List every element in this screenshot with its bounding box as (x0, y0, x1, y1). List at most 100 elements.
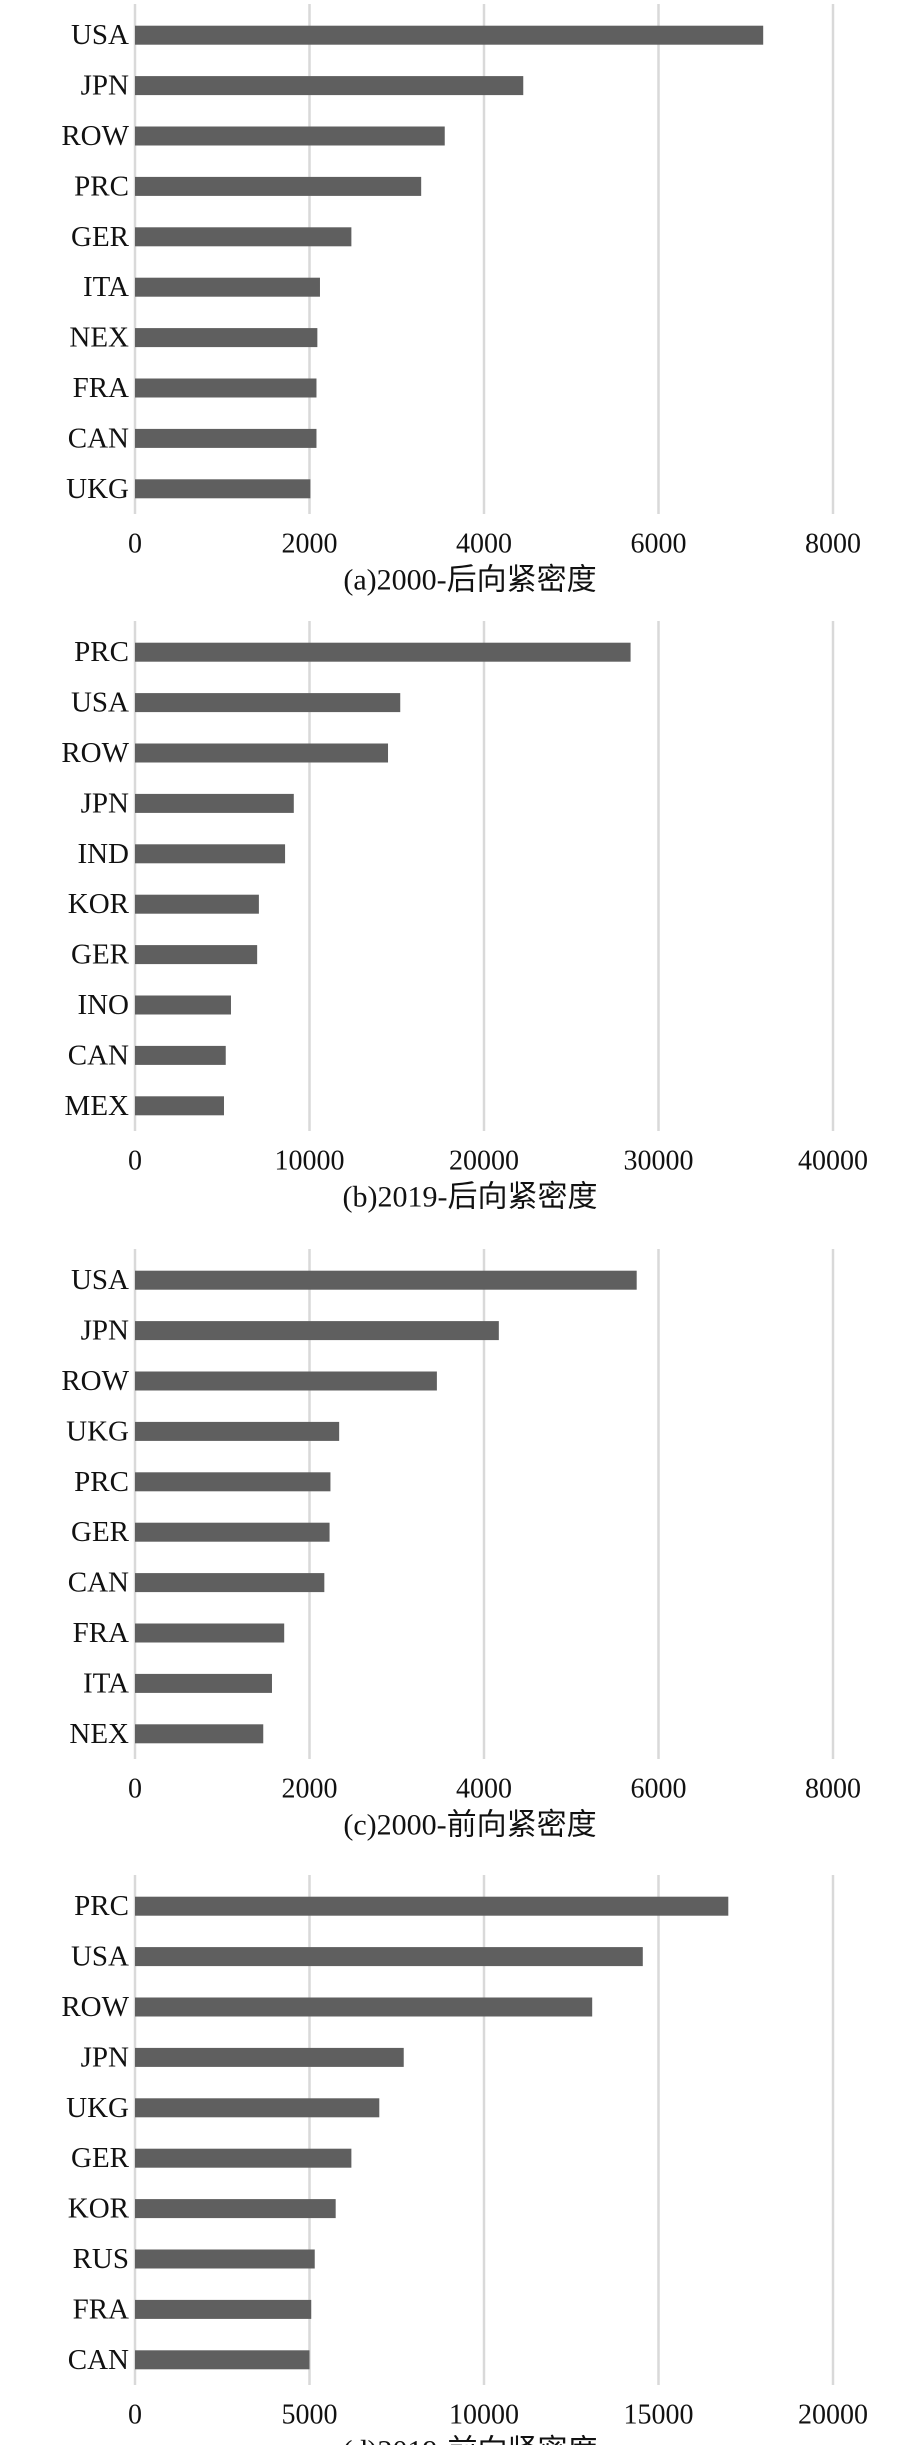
category-label: PRC (74, 1890, 129, 1922)
bar (135, 995, 231, 1015)
bar (135, 1997, 593, 2017)
x-tick-label: 0 (128, 2400, 142, 2431)
x-tick-label: 6000 (631, 1774, 687, 1805)
category-label: ROW (61, 737, 129, 769)
bar (135, 1421, 340, 1441)
bar (135, 1270, 637, 1290)
category-label: UKG (66, 1415, 129, 1447)
bar (135, 2350, 310, 2370)
bar (135, 378, 317, 398)
category-label: KOR (68, 2193, 130, 2225)
category-label: ROW (61, 1365, 129, 1397)
x-tick-label: 0 (128, 529, 142, 560)
category-label: JPN (81, 70, 129, 102)
bar (135, 844, 286, 864)
chart-caption: (b)2019-后向紧密度 (343, 1181, 598, 1214)
category-label: USA (71, 19, 129, 51)
category-label: ITA (83, 271, 129, 303)
category-label: INO (77, 989, 129, 1021)
x-tick-label: 40000 (798, 1146, 868, 1177)
x-tick-label: 20000 (449, 1146, 519, 1177)
bar (135, 25, 764, 45)
x-tick-label: 15000 (624, 2400, 694, 2431)
bar (135, 2199, 336, 2219)
bar (135, 793, 294, 813)
bar (135, 1896, 729, 1916)
category-label: ROW (61, 1991, 129, 2023)
category-label: USA (71, 1941, 129, 1973)
x-tick-label: 2000 (282, 529, 338, 560)
category-label: GER (71, 2142, 130, 2174)
bar (135, 1673, 272, 1693)
bar (135, 2098, 380, 2118)
x-tick-label: 4000 (456, 529, 512, 560)
bar-chart-c: USA JPN ROW UKG PRC GER CAN FRA ITA NEX 0 2000 4000 6… (61, 1249, 861, 1842)
category-label: NEX (69, 322, 129, 354)
category-label: FRA (73, 372, 129, 404)
x-tick-label: 4000 (456, 1774, 512, 1805)
x-tick-label: 8000 (805, 1774, 861, 1805)
bar (135, 1573, 325, 1593)
x-tick-label: 10000 (449, 2400, 519, 2431)
bar (135, 1096, 224, 1116)
category-label: CAN (68, 422, 129, 454)
category-label: CAN (68, 1567, 129, 1599)
category-label: IND (77, 838, 129, 870)
bar (135, 743, 389, 763)
bar-chart-d: PRC USA ROW JPN UKG GER KOR RUS FRA CAN 0 5000 10000… (61, 1875, 868, 2445)
x-tick-label: 5000 (282, 2400, 338, 2431)
bar-chart-b: PRC USA ROW JPN IND KOR GER INO CAN MEX 0 10000 2000… (61, 621, 868, 1214)
category-label: NEX (69, 1718, 129, 1750)
bar (135, 126, 445, 146)
category-label: JPN (81, 1315, 129, 1347)
bar (135, 76, 524, 96)
bar (135, 176, 422, 196)
category-label: UKG (66, 473, 129, 505)
category-label: RUS (73, 2243, 129, 2275)
x-tick-label: 8000 (805, 529, 861, 560)
category-label: GER (71, 221, 130, 253)
x-tick-label: 6000 (631, 529, 687, 560)
chart-caption: (d)2019-前向紧密度 (343, 2435, 598, 2445)
chart-caption: (a)2000-后向紧密度 (343, 564, 596, 597)
chart-caption: (c)2000-前向紧密度 (343, 1809, 596, 1842)
bar (135, 1947, 643, 1967)
category-label: GER (71, 1516, 130, 1548)
category-label: KOR (68, 888, 130, 920)
bar (135, 945, 258, 965)
bar (135, 894, 259, 914)
bar (135, 1724, 264, 1744)
bar (135, 1045, 226, 1065)
category-label: PRC (74, 1466, 129, 1498)
x-tick-label: 20000 (798, 2400, 868, 2431)
bar (135, 2148, 352, 2168)
bar (135, 1371, 437, 1391)
category-label: CAN (68, 1039, 129, 1071)
category-label: PRC (74, 636, 129, 668)
category-label: ROW (61, 120, 129, 152)
bar (135, 328, 318, 348)
bar (135, 1321, 499, 1341)
bar (135, 479, 311, 499)
x-tick-label: 2000 (282, 1774, 338, 1805)
x-tick-label: 0 (128, 1774, 142, 1805)
category-label: FRA (73, 1617, 129, 1649)
bar (135, 693, 401, 713)
category-label: MEX (65, 1090, 130, 1122)
category-label: PRC (74, 170, 129, 202)
category-label: ITA (83, 1667, 129, 1699)
bar (135, 277, 320, 297)
category-label: JPN (81, 2041, 129, 2073)
bar (135, 428, 317, 448)
x-tick-label: 0 (128, 1146, 142, 1177)
bar (135, 1522, 330, 1542)
category-label: UKG (66, 2092, 129, 2124)
category-label: GER (71, 939, 130, 971)
bar (135, 642, 631, 662)
x-tick-label: 30000 (624, 1146, 694, 1177)
bar-chart-a: USA JPN ROW PRC GER ITA NEX FRA CAN UKG 0 2000 4000 6… (61, 4, 861, 597)
bar (135, 2249, 315, 2269)
bar (135, 2299, 312, 2319)
bar (135, 1623, 285, 1643)
